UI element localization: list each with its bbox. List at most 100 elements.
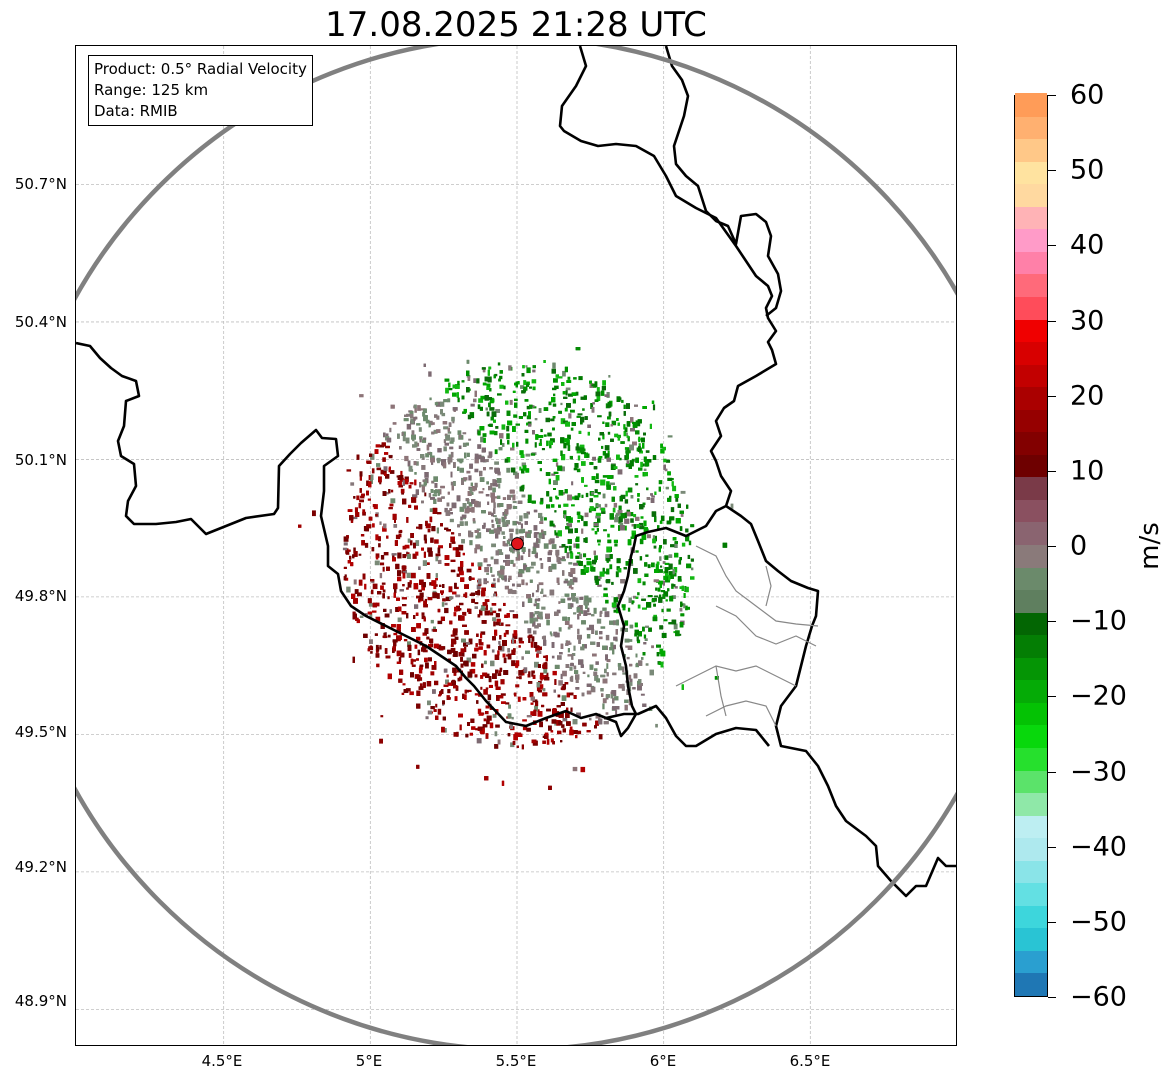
echo-pixel xyxy=(567,617,570,621)
echo-pixel xyxy=(564,489,568,494)
echo-pixel xyxy=(441,726,445,733)
echo-pixel xyxy=(613,597,619,603)
echo-pixel xyxy=(566,403,571,408)
echo-pixel xyxy=(441,412,446,417)
echo-pixel xyxy=(496,695,500,701)
echo-pixel xyxy=(409,411,414,416)
echo-pixel xyxy=(459,571,464,576)
echo-pixel xyxy=(498,670,502,674)
echo-pixel xyxy=(596,387,600,392)
echo-pixel xyxy=(464,646,467,653)
echo-pixel xyxy=(635,457,639,463)
echo-pixel xyxy=(549,496,553,502)
echo-pixel xyxy=(564,682,569,685)
echo-pixel xyxy=(492,617,497,622)
echo-pixel xyxy=(622,607,626,611)
echo-pixel xyxy=(452,591,457,595)
echo-pixel xyxy=(652,535,655,539)
echo-pixel xyxy=(403,639,408,642)
echo-pixel xyxy=(671,595,676,599)
echo-pixel xyxy=(410,540,413,546)
echo-pixel xyxy=(482,525,486,529)
echo-pixel xyxy=(424,598,428,602)
echo-pixel xyxy=(497,578,500,583)
echo-pixel xyxy=(589,498,593,503)
echo-pixel xyxy=(573,562,578,566)
echo-pixel xyxy=(454,606,458,612)
echo-pixel xyxy=(486,719,490,725)
echo-pixel xyxy=(651,400,655,404)
echo-pixel xyxy=(409,691,414,696)
echo-pixel xyxy=(530,702,534,705)
echo-pixel xyxy=(571,653,576,656)
echo-pixel xyxy=(488,366,492,370)
echo-pixel xyxy=(486,386,490,390)
echo-pixel xyxy=(535,645,541,652)
echo-pixel xyxy=(563,442,567,449)
echo-pixel xyxy=(523,412,527,417)
echo-pixel xyxy=(466,359,470,364)
echo-pixel xyxy=(521,570,525,574)
echo-pixel xyxy=(567,494,572,501)
echo-pixel xyxy=(511,660,516,667)
echo-pixel xyxy=(660,443,663,449)
echo-pixel xyxy=(392,557,396,562)
echo-pixel xyxy=(589,717,592,721)
echo-pixel xyxy=(464,521,468,526)
echo-pixel xyxy=(491,512,494,517)
echo-pixel xyxy=(415,416,418,420)
echo-pixel xyxy=(428,643,433,648)
echo-pixel xyxy=(404,544,410,549)
echo-pixel xyxy=(467,722,470,726)
echo-pixel xyxy=(582,722,587,727)
echo-pixel xyxy=(560,450,563,456)
radar-map[interactable] xyxy=(75,45,957,1046)
echo-pixel xyxy=(489,467,493,470)
echo-pixel xyxy=(361,540,365,546)
echo-pixel xyxy=(586,690,592,695)
echo-pixel xyxy=(607,401,612,408)
echo-pixel xyxy=(451,416,455,422)
echo-pixel xyxy=(490,483,493,487)
echo-pixel xyxy=(512,741,516,745)
echo-pixel xyxy=(383,523,387,529)
echo-pixel xyxy=(448,512,453,515)
echo-pixel xyxy=(473,398,477,403)
echo-pixel xyxy=(495,550,499,556)
echo-pixel xyxy=(539,501,543,505)
echo-pixel xyxy=(447,491,450,495)
echo-pixel xyxy=(479,426,485,431)
echo-pixel xyxy=(404,414,408,417)
echo-pixel xyxy=(477,708,482,714)
echo-pixel xyxy=(453,651,458,657)
echo-pixel xyxy=(488,676,492,683)
echo-pixel xyxy=(416,674,421,679)
echo-pixel xyxy=(452,547,458,551)
echo-pixel xyxy=(554,679,557,685)
echo-pixel xyxy=(503,536,506,539)
echo-pixel xyxy=(614,517,619,523)
echo-pixel xyxy=(638,443,641,447)
echo-pixel xyxy=(583,610,588,616)
echo-pixel xyxy=(560,437,565,444)
echo-pixel xyxy=(312,510,316,517)
echo-pixel xyxy=(528,681,533,684)
echo-pixel xyxy=(376,647,380,652)
echo-pixel xyxy=(630,417,634,423)
echo-pixel xyxy=(464,592,468,598)
echo-pixel xyxy=(573,695,577,699)
echo-pixel xyxy=(450,634,456,637)
echo-pixel xyxy=(507,589,511,594)
echo-pixel xyxy=(454,636,459,640)
echo-pixel xyxy=(675,630,680,637)
echo-pixel xyxy=(443,462,447,468)
echo-pixel xyxy=(615,571,619,578)
echo-pixel xyxy=(471,499,476,504)
echo-pixel xyxy=(413,416,416,421)
echo-pixel xyxy=(655,563,659,570)
echo-pixel xyxy=(533,603,537,607)
echo-pixel xyxy=(452,392,457,397)
echo-pixel xyxy=(498,695,504,699)
echo-pixel xyxy=(604,445,610,451)
echo-pixel xyxy=(423,479,427,486)
